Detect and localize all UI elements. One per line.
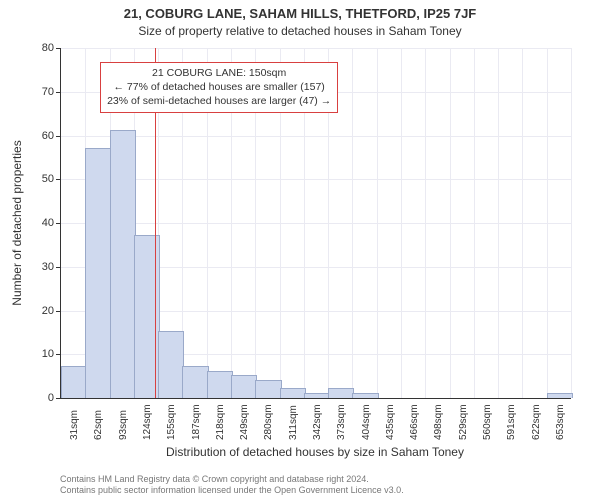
histogram-bar — [182, 366, 208, 398]
annotation-line: 21 COBURG LANE: 150sqm — [107, 66, 331, 80]
x-tick-label: 498sqm — [433, 404, 444, 440]
x-tick-label: 280sqm — [263, 404, 274, 440]
histogram-bar — [280, 388, 306, 398]
x-tick-label: 622sqm — [531, 404, 542, 440]
histogram-bar — [207, 371, 233, 398]
x-tick-label: 62sqm — [93, 410, 104, 440]
y-tick-mark — [56, 311, 60, 312]
x-tick-label: 249sqm — [239, 404, 250, 440]
gridline-h — [61, 48, 571, 49]
histogram-bar — [85, 148, 111, 398]
y-tick-mark — [56, 92, 60, 93]
histogram-bar — [134, 235, 160, 398]
x-tick-label: 31sqm — [69, 410, 80, 440]
y-tick-label: 30 — [14, 261, 54, 273]
gridline-v — [450, 48, 451, 398]
x-tick-label: 155sqm — [166, 404, 177, 440]
chart-subtitle: Size of property relative to detached ho… — [0, 24, 600, 38]
y-tick-mark — [56, 267, 60, 268]
gridline-v — [401, 48, 402, 398]
gridline-v — [522, 48, 523, 398]
y-tick-label: 10 — [14, 348, 54, 360]
histogram-bar — [61, 366, 87, 398]
y-tick-mark — [56, 48, 60, 49]
gridline-v — [352, 48, 353, 398]
x-tick-label: 560sqm — [482, 404, 493, 440]
x-tick-label: 187sqm — [191, 404, 202, 440]
annotation-box: 21 COBURG LANE: 150sqm← 77% of detached … — [100, 62, 338, 113]
y-tick-label: 0 — [14, 392, 54, 404]
gridline-v — [377, 48, 378, 398]
annotation-line: 23% of semi-detached houses are larger (… — [107, 94, 331, 108]
histogram-bar — [304, 393, 330, 398]
footer-line: Contains public sector information licen… — [60, 485, 404, 496]
y-tick-label: 50 — [14, 173, 54, 185]
plot-area: 21 COBURG LANE: 150sqm← 77% of detached … — [60, 48, 571, 399]
y-tick-mark — [56, 179, 60, 180]
x-tick-label: 373sqm — [336, 404, 347, 440]
attribution-footer: Contains HM Land Registry data © Crown c… — [60, 474, 404, 497]
gridline-v — [498, 48, 499, 398]
x-tick-label: 653sqm — [555, 404, 566, 440]
histogram-bar — [547, 393, 573, 398]
y-tick-mark — [56, 136, 60, 137]
histogram-bar — [110, 130, 136, 398]
x-tick-label: 124sqm — [142, 404, 153, 440]
gridline-v — [425, 48, 426, 398]
footer-line: Contains HM Land Registry data © Crown c… — [60, 474, 404, 485]
gridline-v — [571, 48, 572, 398]
x-tick-label: 591sqm — [506, 404, 517, 440]
y-tick-label: 20 — [14, 305, 54, 317]
histogram-bar — [328, 388, 354, 398]
histogram-bar — [255, 380, 281, 399]
gridline-v — [474, 48, 475, 398]
x-tick-label: 466sqm — [409, 404, 420, 440]
gridline-h — [61, 223, 571, 224]
x-tick-label: 435sqm — [385, 404, 396, 440]
x-tick-label: 342sqm — [312, 404, 323, 440]
gridline-h — [61, 136, 571, 137]
y-tick-label: 80 — [14, 42, 54, 54]
histogram-bar — [158, 331, 184, 398]
y-tick-mark — [56, 354, 60, 355]
gridline-h — [61, 179, 571, 180]
y-tick-label: 40 — [14, 217, 54, 229]
histogram-bar — [231, 375, 257, 398]
x-axis-label: Distribution of detached houses by size … — [60, 445, 570, 459]
y-tick-label: 60 — [14, 130, 54, 142]
y-tick-mark — [56, 223, 60, 224]
annotation-line: ← 77% of detached houses are smaller (15… — [107, 80, 331, 94]
gridline-v — [547, 48, 548, 398]
x-tick-label: 529sqm — [458, 404, 469, 440]
x-tick-label: 404sqm — [361, 404, 372, 440]
x-tick-label: 93sqm — [118, 410, 129, 440]
chart-title-address: 21, COBURG LANE, SAHAM HILLS, THETFORD, … — [0, 6, 600, 21]
histogram-bar — [352, 393, 378, 398]
y-tick-mark — [56, 398, 60, 399]
y-tick-label: 70 — [14, 86, 54, 98]
x-tick-label: 311sqm — [288, 405, 299, 440]
x-tick-label: 218sqm — [215, 404, 226, 440]
